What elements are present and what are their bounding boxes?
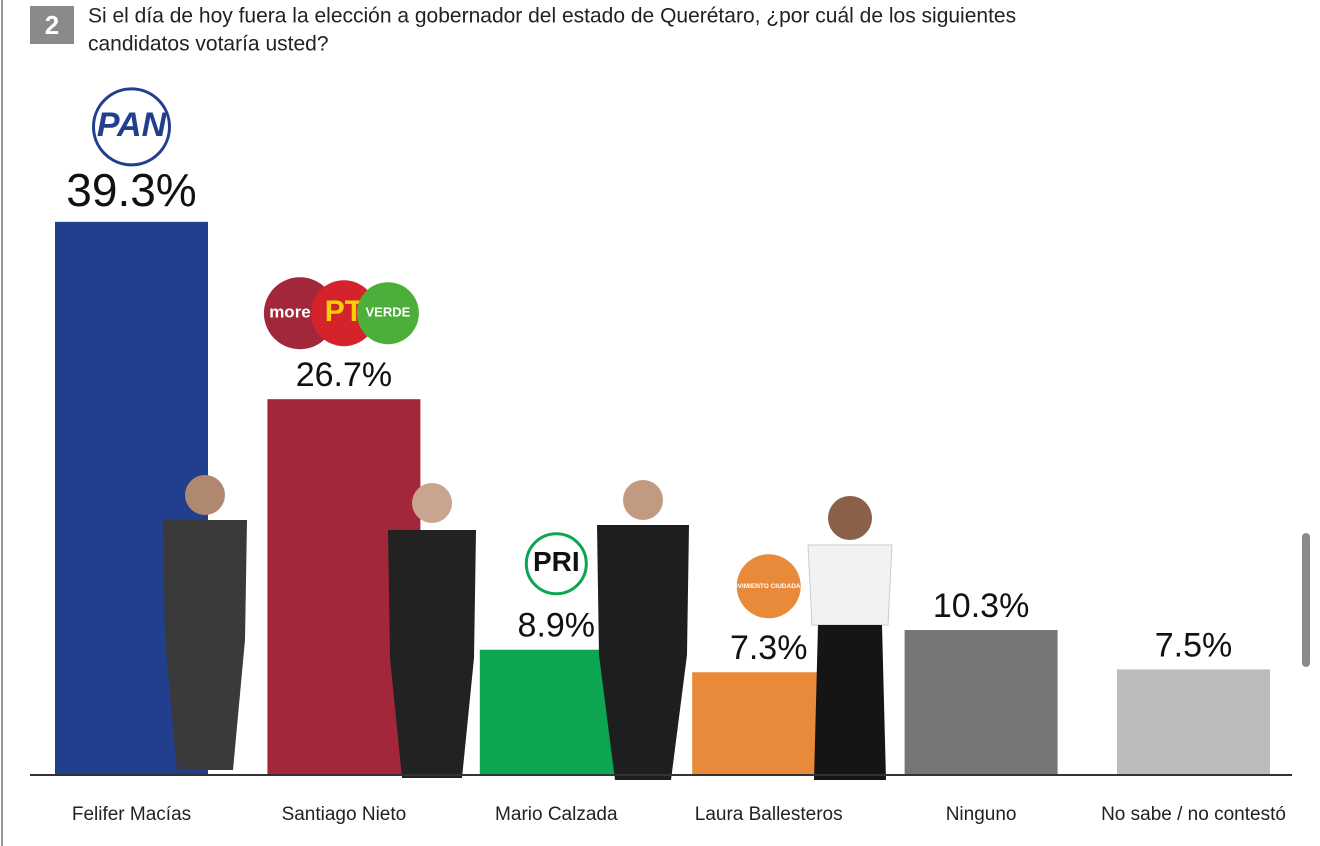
scrollbar: [1302, 533, 1310, 667]
value-label: 26.7%: [296, 356, 392, 394]
value-label: 8.9%: [518, 607, 596, 645]
party-logo: [310, 280, 377, 347]
x-tick-label: Mario Calzada: [495, 804, 618, 825]
value-label: 39.3%: [66, 164, 196, 216]
x-tick-label: Santiago Nieto: [282, 804, 407, 825]
party-logo-text: MOVIMIENTO CIUDADANO: [727, 583, 810, 590]
title-line: candidatos votaría usted?: [88, 33, 329, 56]
person-photo: [597, 480, 689, 780]
party-logo: [736, 554, 801, 619]
x-tick-label: Felifer Macías: [72, 804, 191, 825]
party-logo-text: PAN: [97, 106, 168, 144]
person-photo: [163, 475, 247, 770]
person-photo: [807, 496, 893, 780]
value-label: 7.5%: [1155, 626, 1233, 664]
bar: [904, 630, 1058, 775]
party-logo: [92, 87, 171, 167]
party-logo-text: PRI: [533, 546, 580, 577]
x-tick-label: Laura Ballesteros: [695, 804, 843, 825]
x-tick-label: No sabe / no contestó: [1101, 804, 1286, 825]
person-photo: [388, 483, 476, 778]
question-number: 2: [45, 10, 59, 40]
party-logo: [356, 282, 419, 345]
photos: [163, 475, 893, 780]
party-logo-text: PT: [325, 295, 363, 328]
value-label: 10.3%: [933, 587, 1029, 625]
party-logo-text: VERDE: [366, 305, 411, 320]
party-logo: [524, 532, 588, 596]
bar: [1117, 669, 1270, 775]
title-line: Si el día de hoy fuera la elección a gob…: [88, 5, 1016, 28]
number-box: [30, 6, 74, 44]
value-label: 7.3%: [730, 629, 808, 667]
x-tick-label: Ninguno: [946, 804, 1017, 825]
